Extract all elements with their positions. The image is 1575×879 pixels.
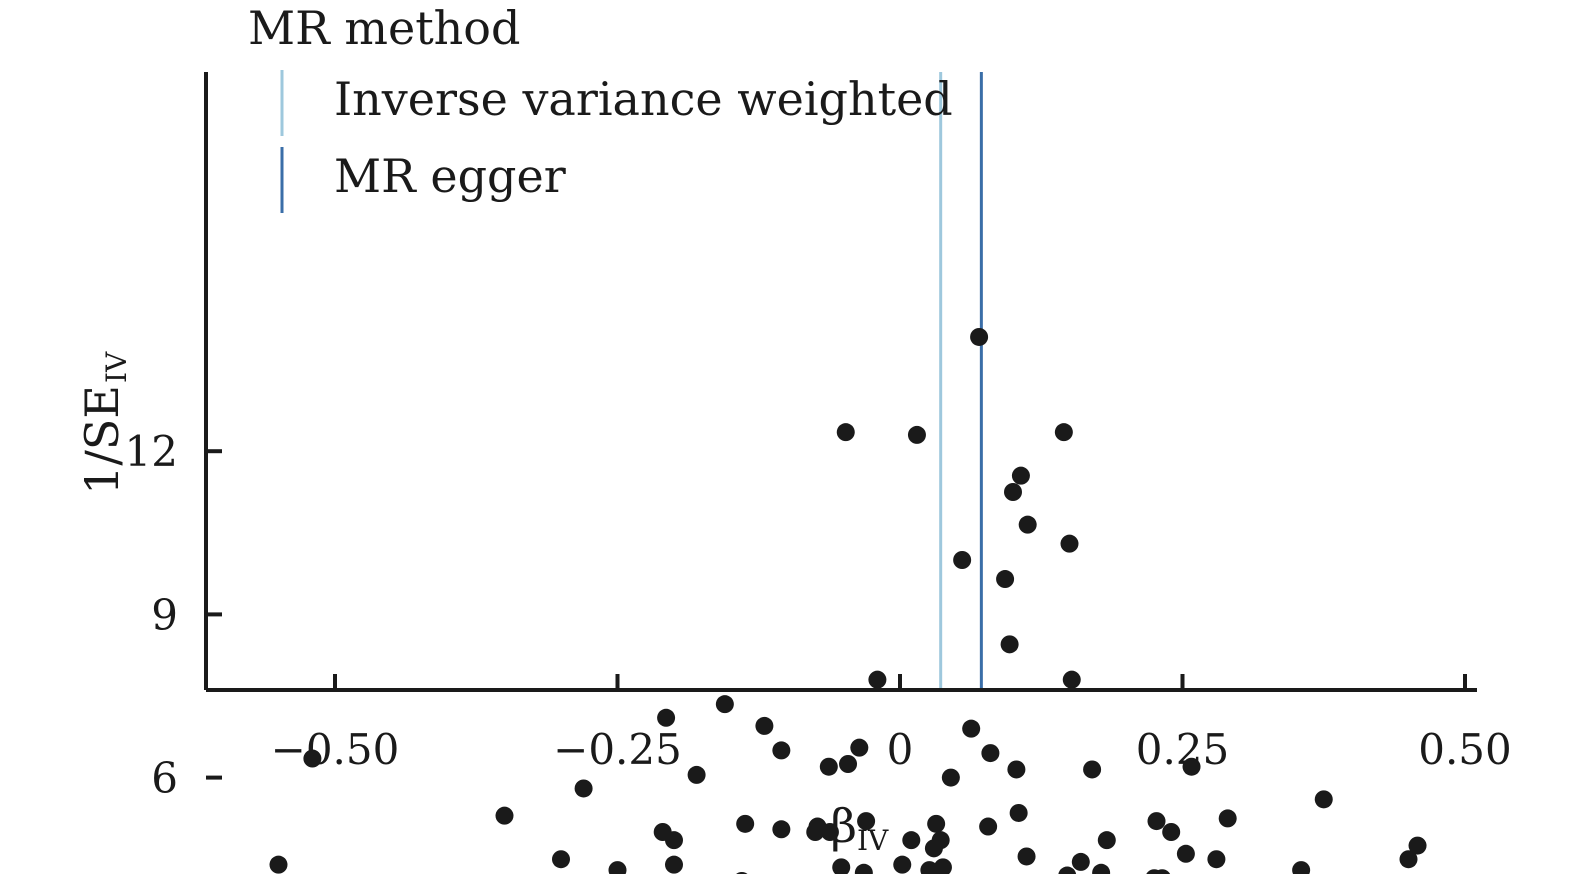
legend-label-ivw: Inverse variance weighted	[334, 72, 953, 126]
x-ticks: −0.50 −0.25 0 0.25 0.50	[271, 674, 1512, 774]
axes	[204, 72, 1477, 692]
data-point	[1011, 466, 1030, 485]
data-point	[1147, 812, 1166, 831]
data-point	[772, 741, 791, 760]
data-point	[1083, 760, 1102, 779]
data-point	[970, 327, 989, 346]
data-point	[608, 861, 627, 879]
data-point	[755, 716, 774, 735]
data-point	[850, 738, 869, 757]
data-point	[657, 708, 676, 727]
data-point	[868, 670, 887, 689]
y-tick-label: 9	[151, 590, 178, 639]
data-point	[772, 820, 791, 839]
x-tick-label: 0.25	[1136, 725, 1230, 774]
data-point	[269, 855, 288, 874]
data-point	[1017, 847, 1036, 866]
legend-entry-ivw: Inverse variance weighted	[280, 70, 953, 136]
data-point	[1054, 423, 1073, 442]
data-point	[927, 814, 946, 833]
data-point	[981, 744, 1000, 763]
data-point	[893, 855, 912, 874]
data-point	[665, 831, 683, 850]
data-point	[931, 831, 950, 850]
data-point	[820, 823, 839, 841]
data-point	[1182, 757, 1201, 776]
data-point	[1009, 803, 1028, 822]
data-point	[1007, 760, 1026, 779]
data-point	[1162, 823, 1181, 841]
data-point	[907, 425, 926, 444]
data-point	[1408, 836, 1427, 855]
data-point	[1062, 670, 1081, 689]
data-point	[1399, 850, 1418, 869]
reference-lines	[939, 72, 983, 690]
data-point	[1000, 635, 1019, 654]
data-point	[687, 765, 706, 784]
data-point	[1314, 790, 1333, 809]
data-point	[1292, 861, 1311, 879]
data-point	[839, 755, 858, 773]
data-point	[857, 812, 876, 831]
data-point	[1018, 515, 1037, 534]
data-point	[1097, 831, 1116, 850]
data-point	[933, 858, 952, 877]
y-axis-title-group: 1/SE IV	[75, 351, 133, 495]
y-tick-label: 12	[125, 427, 178, 476]
data-point	[979, 817, 998, 836]
x-axis-title-subscript: IV	[857, 824, 889, 857]
data-point	[941, 768, 960, 787]
x-axis-title: β	[830, 799, 857, 853]
y-tick-label: 6	[151, 754, 178, 803]
x-tick-label: 0.50	[1418, 725, 1512, 774]
data-point	[1176, 844, 1195, 863]
data-point	[736, 814, 755, 833]
data-point	[836, 423, 855, 442]
data-point	[574, 779, 593, 798]
legend-label-mr-egger: MR egger	[334, 149, 566, 203]
legend-entry-mr-egger: MR egger	[280, 147, 566, 213]
data-points	[269, 327, 1427, 879]
data-point	[1058, 866, 1077, 879]
y-ticks: 6 9 12	[125, 427, 222, 803]
data-point	[902, 831, 921, 850]
data-point	[1218, 809, 1237, 828]
data-point	[665, 855, 683, 874]
data-point	[953, 551, 972, 569]
data-point	[962, 719, 981, 738]
data-point	[303, 749, 322, 768]
data-point	[495, 806, 514, 825]
data-point	[996, 570, 1015, 589]
data-point	[1004, 483, 1022, 501]
data-point	[1092, 863, 1111, 879]
legend-title: MR method	[248, 1, 520, 55]
y-axis-title: 1/SE	[75, 385, 129, 495]
data-point	[1060, 534, 1079, 553]
x-tick-label: −0.25	[553, 725, 682, 774]
data-point	[552, 850, 570, 869]
data-point	[854, 863, 873, 879]
data-point	[832, 858, 851, 877]
x-tick-label: −0.50	[271, 725, 400, 774]
x-tick-label: 0	[887, 725, 914, 774]
data-point	[1071, 852, 1090, 871]
legend: MR method Inverse variance weighted MR e…	[248, 1, 953, 213]
y-axis-title-subscript: IV	[100, 351, 133, 383]
data-point	[819, 757, 838, 776]
data-point	[1207, 850, 1226, 869]
data-point	[715, 695, 734, 714]
